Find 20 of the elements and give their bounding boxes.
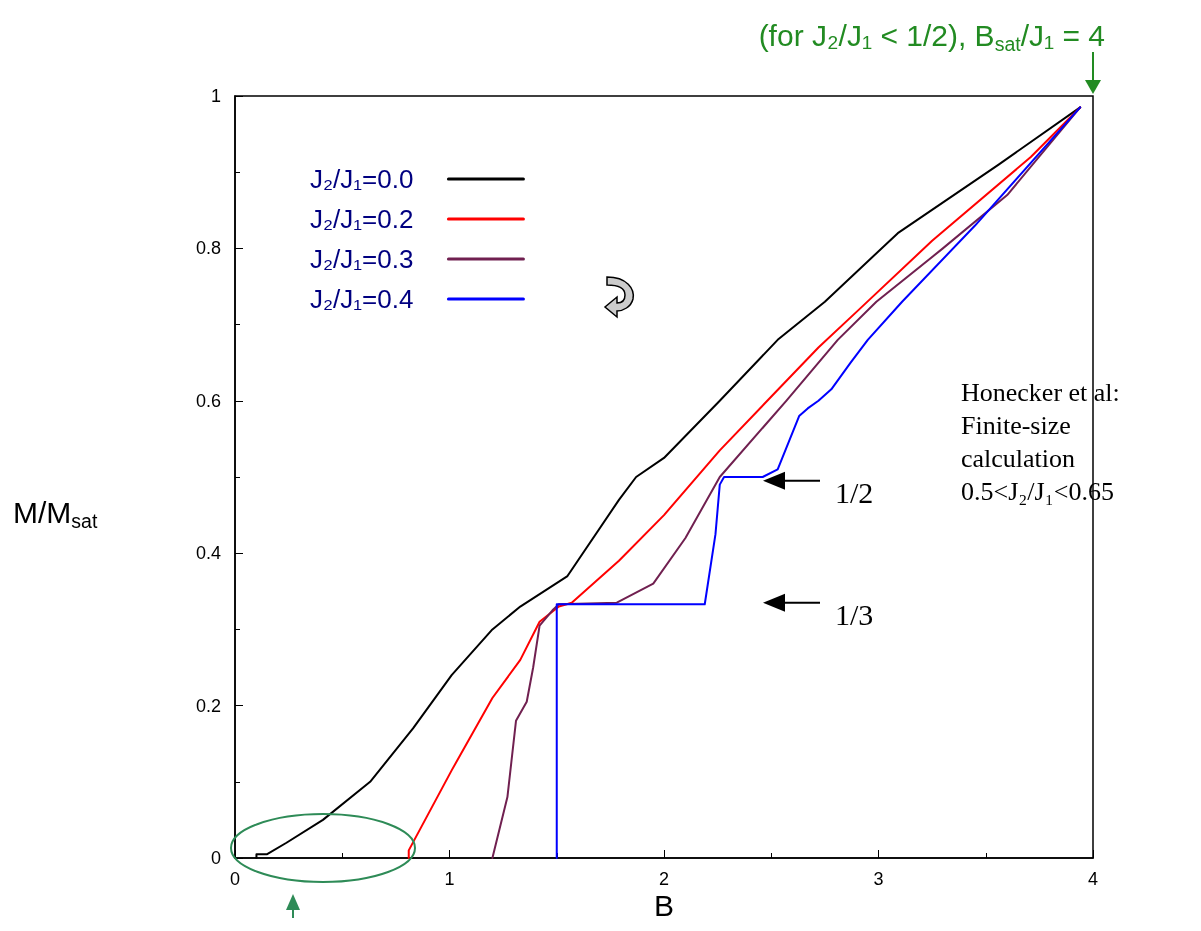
legend-label: J₂/J₁=0.0 <box>309 164 414 194</box>
legend-label: J₂/J₁=0.4 <box>309 284 414 314</box>
annotation: 1/3 <box>835 597 874 631</box>
x-tick-label: 4 <box>1087 869 1099 889</box>
annotation: 1/2 <box>835 475 874 509</box>
y-tick-label: 1 <box>210 86 221 106</box>
y-tick-label: 0.6 <box>195 390 221 411</box>
x-tick-label: 0 <box>229 869 241 889</box>
y-tick-label: 0.8 <box>195 238 221 259</box>
x-tick-label: 2 <box>658 869 670 889</box>
x-axis-title: B <box>653 889 675 922</box>
x-tick-label: 1 <box>444 869 455 889</box>
y-tick-label: 0 <box>210 848 221 868</box>
text: (for J₂/J₁ < 1/2), B$_{sat}$/J₁ = 4 <box>758 19 1105 55</box>
x-tick-label: 3 <box>873 869 884 889</box>
y-tick-label: 0.2 <box>195 695 221 716</box>
y-axis-title: M/M$_{sat}$ <box>13 495 98 532</box>
legend-label: J₂/J₁=0.3 <box>309 244 414 274</box>
legend-label: J₂/J₁=0.2 <box>309 204 414 234</box>
y-tick-label: 0.4 <box>195 543 221 564</box>
